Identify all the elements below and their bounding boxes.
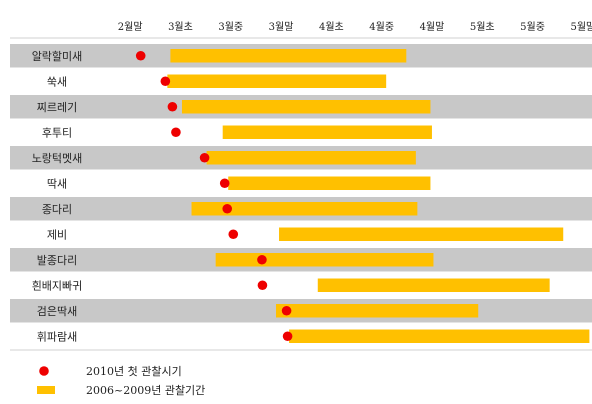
row-label: 종다리 xyxy=(42,203,72,216)
row-label: 찌르레기 xyxy=(37,101,77,114)
first-observation-point xyxy=(282,331,293,342)
row-label: 후투티 xyxy=(42,126,72,139)
x-tick-label: 4월초 xyxy=(319,21,344,33)
x-tick-label: 5월중 xyxy=(520,21,545,33)
first-observation-point xyxy=(135,50,146,61)
legend-point-marker xyxy=(39,366,49,376)
observation-period-bar xyxy=(222,125,432,139)
points-layer xyxy=(135,50,293,342)
first-observation-point xyxy=(219,178,230,189)
row-label: 쑥새 xyxy=(47,75,67,88)
legend-label-points: 2010년 첫 관찰시기 xyxy=(86,365,182,378)
first-observation-point xyxy=(167,101,178,112)
observation-period-bar xyxy=(170,49,407,63)
row-label: 검은딱새 xyxy=(37,305,77,318)
observation-period-bar xyxy=(289,329,590,343)
x-tick-label: 3월중 xyxy=(218,21,243,33)
x-tick-label: 4월중 xyxy=(369,21,394,33)
x-tick-label: 3월말 xyxy=(269,21,294,33)
row-label: 노랑턱멧새 xyxy=(32,152,83,165)
observation-period-bar xyxy=(215,253,434,267)
row-label: 발종다리 xyxy=(37,254,77,267)
legend-bar-marker xyxy=(37,386,55,394)
row-label: 흰배지빠귀 xyxy=(32,279,83,292)
x-tick-label: 2월말 xyxy=(118,21,143,33)
row-label: 알락할미새 xyxy=(32,49,83,63)
first-observation-point xyxy=(281,305,292,316)
bars-layer xyxy=(167,49,590,343)
row-labels: 알락할미새쑥새찌르레기후투티노랑턱멧새딱새종다리제비발종다리흰배지빠귀검은딱새휘… xyxy=(32,49,83,344)
legend-label-bars: 2006~2009년 관찰기간 xyxy=(86,384,205,397)
observation-period-bar xyxy=(317,278,550,292)
row-label: 휘파람새 xyxy=(37,330,77,343)
first-observation-point xyxy=(171,127,181,138)
first-observation-point xyxy=(199,152,210,163)
x-tick-label: 3월초 xyxy=(168,21,193,33)
first-observation-point xyxy=(160,76,171,87)
x-tick-label: 5월말 xyxy=(570,21,592,33)
row-label: 딱새 xyxy=(47,177,67,190)
observation-period-bar xyxy=(191,202,418,216)
observation-period-bar xyxy=(181,100,431,114)
first-observation-point xyxy=(257,280,268,291)
observation-period-bar xyxy=(206,151,416,165)
first-observation-point xyxy=(222,203,233,214)
x-axis-ticks: 2월말 3월초 3월중 3월말 4월초 4월중 4월말 5월초 5월중 5월말 xyxy=(118,21,592,33)
first-observation-point xyxy=(228,229,239,240)
x-tick-label: 4월말 xyxy=(420,21,445,33)
legend: 2010년 첫 관찰시기 2006~2009년 관찰기간 xyxy=(37,365,205,397)
observation-period-bar xyxy=(228,176,431,190)
observation-period-bar xyxy=(276,304,479,318)
observation-period-bar xyxy=(167,74,387,88)
row-label: 제비 xyxy=(47,228,67,241)
x-tick-label: 5월초 xyxy=(470,21,495,33)
first-observation-point xyxy=(257,254,267,265)
observation-period-bar xyxy=(279,227,564,241)
